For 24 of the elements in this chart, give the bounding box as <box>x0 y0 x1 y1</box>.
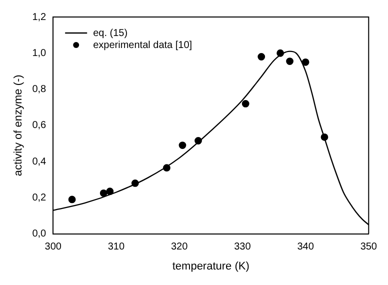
legend-label: experimental data [10] <box>93 40 192 51</box>
x-axis-title: temperature (K) <box>172 260 250 272</box>
x-tick-label: 330 <box>234 242 252 253</box>
x-tick-label: 320 <box>170 242 188 253</box>
point <box>68 196 76 204</box>
x-tick-label: 340 <box>297 242 314 253</box>
legend-label: eq. (15) <box>93 28 128 39</box>
y-tick-label: 1,0 <box>32 48 47 59</box>
y-axis-title: activity of enzyme (-) <box>12 74 25 176</box>
point <box>100 189 108 197</box>
x-tick-label: 350 <box>360 242 378 253</box>
point <box>178 142 186 149</box>
x-tick-label: 310 <box>108 242 125 253</box>
point <box>286 58 294 65</box>
x-tick-label: 300 <box>44 242 62 253</box>
y-tick-label: 0,8 <box>32 84 47 96</box>
y-tick-label: 0,4 <box>32 156 47 168</box>
point <box>258 53 266 60</box>
y-tick-label: 0,2 <box>32 192 47 204</box>
point <box>302 58 310 66</box>
y-tick-label: 0,0 <box>32 228 47 240</box>
y-tick-label: 1,2 <box>32 12 47 23</box>
y-tick-label: 0,6 <box>32 120 47 132</box>
point <box>242 100 250 108</box>
